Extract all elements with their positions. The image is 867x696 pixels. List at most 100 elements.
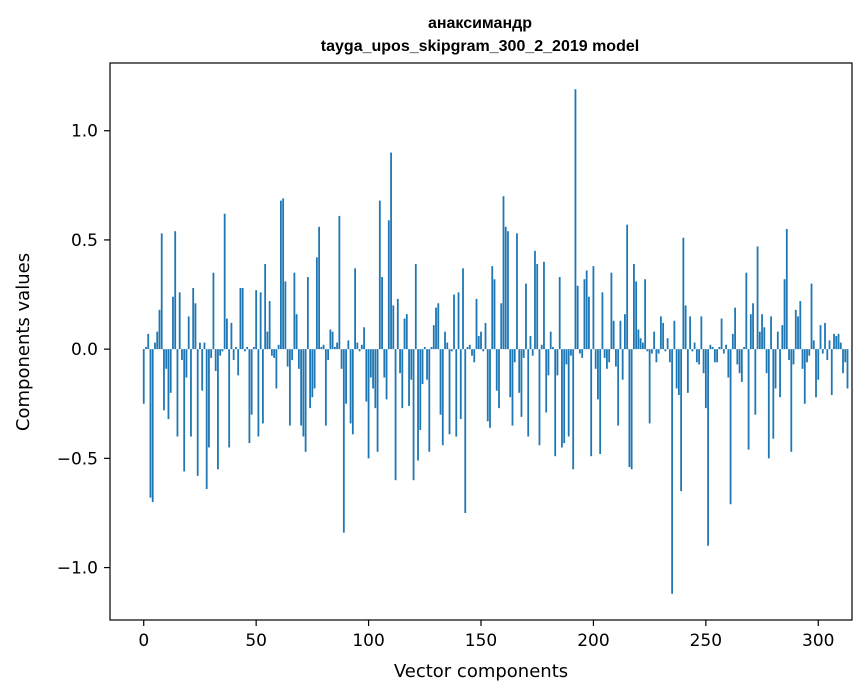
bar [374,349,377,409]
bar [675,349,678,389]
bar [808,349,811,356]
bar [430,346,433,350]
bar [736,349,739,365]
bar [552,346,554,350]
bar [770,316,772,350]
bar [291,349,294,361]
bar [828,340,831,350]
bar [572,349,575,470]
bar [486,349,489,422]
bar [666,338,669,350]
bar [738,349,741,374]
bar [619,320,622,350]
bar [806,349,808,363]
bar [585,270,588,350]
bar [165,349,168,369]
x-axis-label: Vector components [394,661,568,682]
bar [219,349,222,356]
bar [423,346,426,350]
bar [583,279,586,350]
bar [183,349,186,472]
bar [401,349,404,409]
bar [547,349,550,376]
bar [819,325,822,350]
bar [797,316,799,350]
bar [534,250,536,350]
bar [646,349,649,352]
bar [556,349,559,376]
y-tick-label: 0.0 [71,340,98,360]
bar [662,322,665,350]
bar [817,349,820,380]
y-ticks: −1.0 −0.5 0.0 0.5 1.0 [57,122,110,579]
bar [174,231,177,350]
bar [270,349,273,356]
bar [477,336,480,350]
bar [700,316,703,350]
bar [702,349,705,374]
bar [414,263,417,350]
x-tick-label: 50 [245,631,267,651]
bar [306,277,309,350]
bar [360,344,363,350]
bar [426,349,428,380]
x-tick-label: 250 [690,631,722,651]
bar [473,349,476,363]
bar [718,346,721,350]
bar [275,349,278,389]
bar [358,349,361,352]
bar [606,349,608,369]
bar [592,266,595,350]
bar [761,314,763,350]
bar [322,344,325,350]
bar [405,314,408,350]
bar [695,349,698,363]
bar [803,349,806,404]
bar [576,285,579,350]
bar [567,349,570,437]
bar [268,301,271,350]
bar [570,349,572,356]
y-tick-label: −1.0 [57,559,98,579]
bar [428,349,431,452]
bar [545,349,548,413]
bar [815,349,817,398]
bar [259,292,262,350]
y-axis-label: Components values [13,253,34,431]
bar [160,233,163,350]
bar [212,272,215,350]
bar [655,349,658,363]
bar [450,349,453,352]
bar [671,349,674,594]
bar [536,263,539,350]
bar [684,305,687,350]
bar [432,325,435,350]
bar [331,331,334,350]
bar [635,281,638,350]
x-ticks: 0 50 100 150 200 250 300 [138,620,834,651]
bar [194,303,197,350]
bar [707,349,709,546]
bar [347,340,350,350]
bar [758,331,761,350]
bar [597,349,599,400]
bar [320,346,323,350]
bar [657,349,660,354]
bar [279,200,282,350]
bar [520,349,523,417]
bar [324,349,327,426]
bar [354,268,356,350]
bar [187,316,190,350]
chart-title-line2: tayga_upos_skipgram_300_2_2019 model [321,38,639,55]
bar [740,349,743,382]
bar [482,349,485,352]
bar [351,349,354,435]
bar [239,287,242,350]
bar [327,349,329,361]
bar [653,331,656,350]
bar [387,220,390,350]
bar [711,346,714,350]
bar [781,325,784,350]
y-tick-label: −0.5 [57,449,98,469]
bar [498,349,500,409]
